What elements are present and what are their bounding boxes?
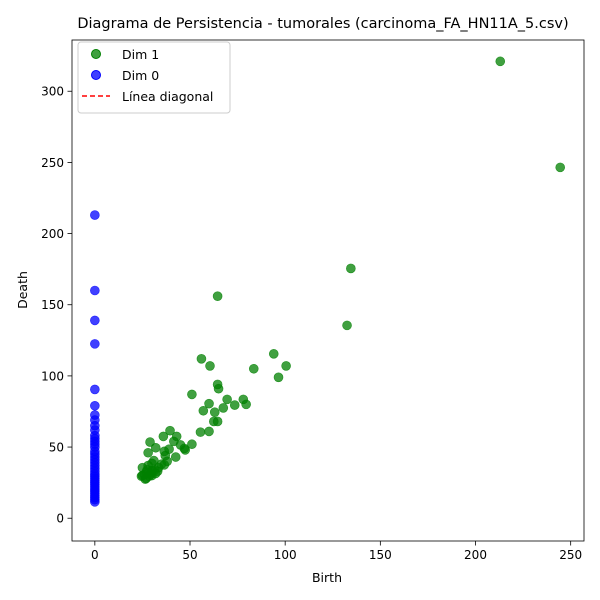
point-dim1-30 — [145, 437, 155, 447]
point-dim1-34 — [180, 445, 191, 455]
point-dim1-24 — [204, 426, 214, 437]
x-tick-label: 150 — [369, 548, 392, 562]
point-dim0-36 — [90, 497, 100, 507]
y-tick-label: 300 — [41, 85, 64, 99]
point-dim1-9 — [196, 354, 207, 364]
point-dim0-4 — [90, 384, 100, 395]
point-dim1-21 — [209, 407, 220, 417]
point-dim1-17 — [229, 400, 240, 410]
point-dim1-6 — [281, 361, 291, 371]
legend-label-diagonal: Línea diagonal — [122, 89, 213, 104]
legend-label-dim1: Dim 1 — [122, 47, 159, 62]
point-dim1-23 — [212, 416, 223, 427]
y-axis-label: Death — [15, 271, 30, 309]
point-dim1-60 — [140, 474, 151, 484]
x-axis-label: Birth — [312, 570, 342, 585]
point-dim1-12 — [213, 383, 224, 394]
point-dim1-5 — [268, 349, 279, 359]
y-tick-label: 50 — [49, 441, 64, 455]
y-tick-label: 250 — [41, 156, 64, 170]
point-dim1-0 — [495, 56, 506, 67]
x-tick-label: 50 — [182, 548, 197, 562]
legend: Dim 1 Dim 0 Línea diagonal — [77, 41, 231, 114]
x-axis-ticks: 0 50 100 150 200 250 — [91, 541, 582, 562]
point-dim0-2 — [90, 315, 100, 326]
y-tick-label: 150 — [41, 298, 64, 312]
y-tick-label: 0 — [56, 512, 64, 526]
chart-title: Diagrama de Persistencia - tumorales (ca… — [77, 16, 568, 32]
point-dim0-1 — [90, 285, 100, 296]
point-dim1-4 — [212, 291, 223, 301]
point-dim1-16 — [241, 399, 251, 410]
point-dim1-40 — [170, 452, 181, 462]
point-dim1-7 — [273, 372, 284, 383]
y-axis-ticks: 0 50 100 150 200 250 300 — [41, 85, 72, 526]
point-dim0-0 — [90, 210, 100, 220]
point-dim1-18 — [218, 403, 229, 413]
y-tick-label: 100 — [41, 369, 64, 383]
point-dim1-2 — [346, 263, 356, 274]
point-dim1-1 — [555, 162, 566, 173]
point-dim0-5 — [90, 400, 100, 411]
legend-marker-dim1 — [91, 49, 101, 59]
point-dim1-14 — [222, 394, 232, 405]
legend-box — [77, 41, 231, 114]
point-dim1-27 — [158, 431, 169, 442]
point-dim1-8 — [248, 363, 259, 374]
point-dim1-32 — [187, 439, 197, 450]
point-dim1-36 — [150, 442, 161, 453]
point-dim1-3 — [342, 320, 352, 331]
plot-frame — [71, 39, 585, 542]
point-dim1-19 — [204, 398, 214, 409]
point-dim1-38 — [143, 447, 153, 458]
x-tick-label: 100 — [274, 548, 297, 562]
legend-label-dim0: Dim 0 — [122, 68, 159, 83]
point-dim0-3 — [90, 339, 100, 349]
point-dim1-13 — [187, 389, 197, 400]
x-tick-label: 250 — [559, 548, 582, 562]
point-dim1-26 — [165, 425, 175, 436]
x-tick-label: 200 — [464, 548, 487, 562]
point-dim1-63 — [152, 466, 163, 477]
x-tick-label: 0 — [91, 548, 99, 562]
points-layer — [90, 56, 566, 507]
point-dim1-25 — [195, 427, 206, 437]
legend-marker-dim0 — [91, 70, 101, 80]
y-tick-label: 200 — [41, 227, 64, 241]
point-dim1-20 — [198, 405, 209, 416]
point-dim1-10 — [205, 361, 215, 371]
